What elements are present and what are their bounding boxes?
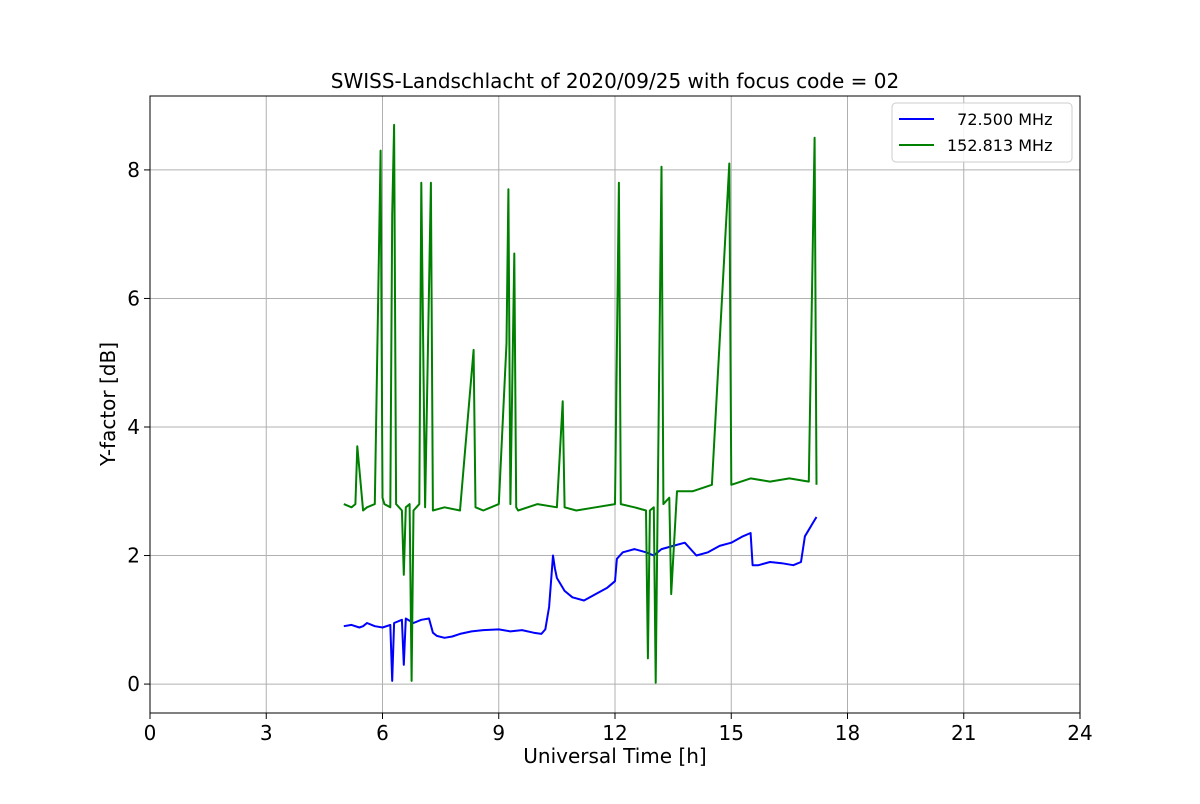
legend-label-152mhz: 152.813 MHz (947, 136, 1052, 155)
y-axis-label: Y-factor [dB] (96, 342, 120, 467)
legend-box (891, 102, 1073, 163)
x-tick-label: 3 (260, 721, 273, 745)
x-tick-label: 24 (1067, 721, 1092, 745)
x-axis-label: Universal Time [h] (523, 744, 706, 768)
x-tick-label: 15 (719, 721, 744, 745)
x-axis: 0 3 6 9 12 15 18 21 24 (144, 713, 1093, 745)
x-tick-label: 12 (602, 721, 627, 745)
x-tick-label: 21 (951, 721, 976, 745)
y-tick-label: 6 (127, 286, 140, 310)
y-tick-label: 2 (127, 544, 140, 568)
x-tick-label: 9 (492, 721, 505, 745)
x-tick-label: 0 (144, 721, 157, 745)
legend-label-72mhz: 72.500 MHz (947, 110, 1052, 129)
y-tick-label: 0 (127, 672, 140, 696)
series-group (343, 123, 818, 684)
legend: 72.500 MHz 152.813 MHz (891, 102, 1073, 163)
series-line-72mhz (343, 516, 818, 682)
y-tick-label: 4 (127, 415, 140, 439)
chart-title: SWISS-Landschlacht of 2020/09/25 with fo… (331, 69, 899, 93)
plot-area (343, 123, 818, 684)
series-line-152mhz (343, 123, 818, 684)
x-tick-label: 6 (376, 721, 389, 745)
y-axis: 0 2 4 6 8 (127, 158, 150, 696)
x-tick-label: 18 (835, 721, 860, 745)
y-tick-label: 8 (127, 158, 140, 182)
